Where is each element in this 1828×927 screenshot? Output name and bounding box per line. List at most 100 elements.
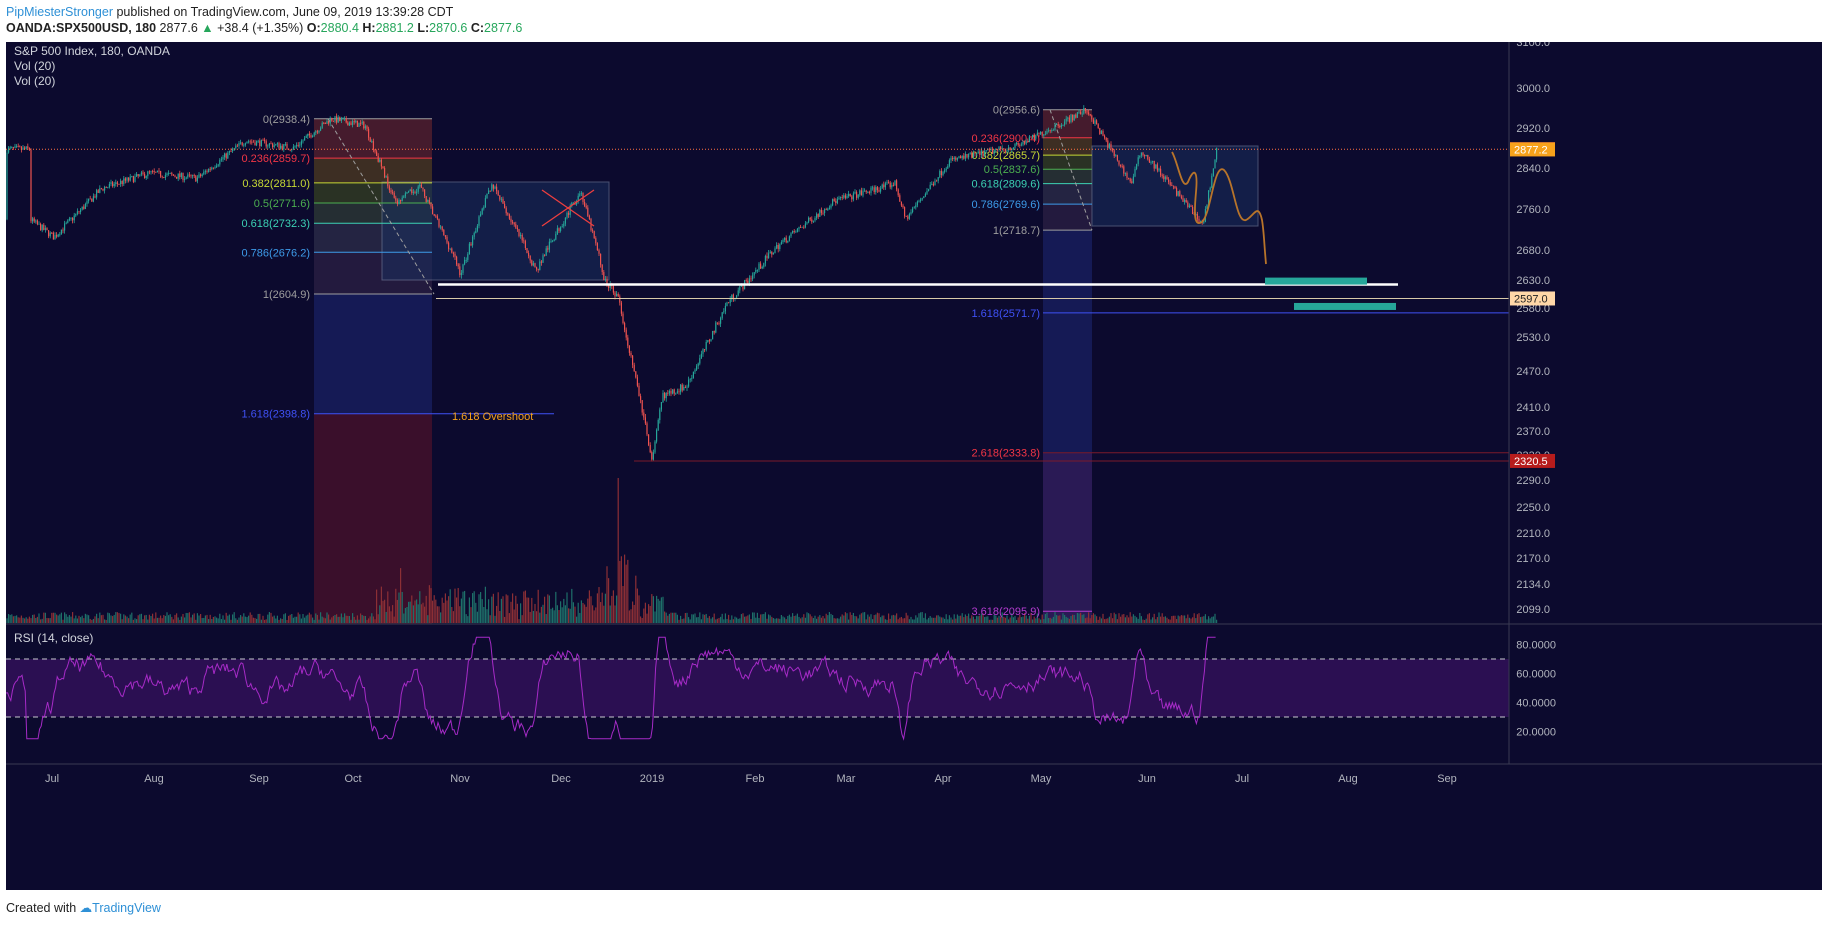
candle-body [1120,164,1122,167]
candle-body [68,218,70,221]
volume-bar [673,612,675,623]
candle-body [1054,124,1056,130]
volume-bar [102,614,104,623]
candle-body [568,212,570,215]
candle-body [1110,143,1112,149]
volume-bar [75,615,77,623]
candle-body [105,187,107,188]
chart-header: PipMiesterStronger published on TradingV… [6,4,522,36]
volume-bar [110,615,112,623]
volume-bar [712,617,714,623]
volume-bar [899,617,901,623]
up-arrow-icon: ▲ [201,21,214,35]
volume-bar [569,608,571,623]
candle-body [1032,134,1034,138]
candle-body [180,172,182,178]
candle-body [420,184,422,188]
candle-body [374,149,376,152]
time-tick-9: Apr [934,773,951,785]
volume-bar [1108,616,1110,623]
volume-bar [56,614,58,623]
volume-bar [606,566,608,623]
candle-body [985,150,987,152]
candle-body [172,174,174,176]
volume-bar [964,614,966,623]
volume-bar [72,612,74,623]
candle-body [779,244,781,250]
candle-body [38,223,40,225]
volume-bar [736,617,738,623]
volume-bar [1156,617,1158,623]
volume-bar [14,615,16,623]
volume-bar [588,590,590,623]
volume-bar [116,612,118,623]
volume-bar [993,614,995,623]
volume-bar [670,612,672,623]
target-box-2 [1294,302,1396,310]
volume-bar [169,614,171,623]
volume-bar [726,618,728,623]
candle-body [358,123,360,127]
candle-body [830,205,832,208]
chart-area[interactable]: 0(2938.4) 0.236(2859.7) 0.382(2811.0) 0.5(2… [5,37,1822,895]
volume-bar [513,609,515,623]
volume-bar [1187,614,1189,623]
volume-bar [232,614,234,623]
volume-bar [844,612,846,623]
candle-body [179,173,181,178]
time-tick-11: Jun [1138,773,1156,785]
candle-body [1070,114,1072,122]
candle-body [1043,134,1045,136]
candle-body [22,147,24,150]
candle-body [379,159,381,162]
candle-body [1088,112,1090,115]
candle-body [264,139,266,142]
candle-body [643,412,645,418]
candle-body [132,176,134,182]
candle-body [120,180,122,184]
candle-body [915,205,917,208]
candle-body [176,176,178,179]
volume-bar [961,613,963,623]
candle-body [299,144,301,146]
volume-bar [856,616,858,623]
candle-body [182,172,184,181]
volume-bar [1188,617,1190,623]
chart-svg[interactable]: 0(2938.4)0.236(2859.7)0.382(2811.0)0.5(2… [5,37,1822,890]
candle-body [603,272,605,281]
price-tick-0: 3100.0 [1516,42,1550,49]
candle-body [12,146,14,148]
candle-body [294,146,296,148]
candle-body [792,231,794,234]
volume-bar [915,615,917,623]
volume-bar [1203,616,1205,623]
candle-body [19,146,21,148]
fib-zone-lower-left [314,413,432,624]
candle-body [243,144,245,146]
volume-bar [929,616,931,623]
candle-body [547,248,549,250]
candle-body [1107,140,1109,148]
tradingview-link[interactable]: TradingView [92,901,161,915]
candle-body [739,286,741,291]
candle-body [964,154,966,159]
candle-body [742,285,744,290]
candle-body [65,222,67,224]
volume-bar [561,607,563,623]
volume-bar [396,599,398,623]
candle-body [974,153,976,154]
volume-bar [1211,616,1213,623]
volume-bar [1022,616,1024,623]
volume-bar [1032,619,1034,623]
volume-bar [505,594,507,623]
candle-body [270,143,272,145]
candle-body [462,264,464,273]
candle-body [524,241,526,249]
volume-bar [758,617,760,623]
volume-bar [30,618,32,623]
volume-bar [444,593,446,623]
author-link[interactable]: PipMiesterStronger [6,5,113,19]
candle-body [926,191,928,194]
volume-bar [228,614,230,623]
volume-bar [131,612,133,623]
